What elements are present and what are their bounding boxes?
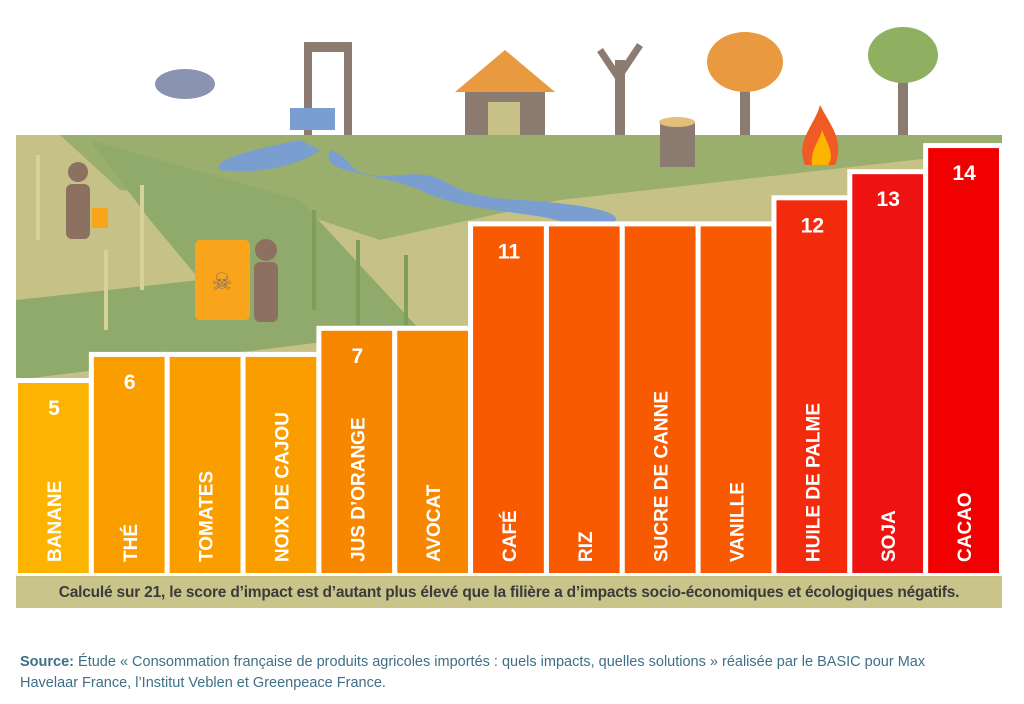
category-label: SUCRE DE CANNE xyxy=(652,391,673,562)
bar xyxy=(18,383,89,573)
bar xyxy=(700,226,772,573)
svg-text:☠: ☠ xyxy=(211,269,233,296)
value-label: 13 xyxy=(877,188,900,211)
bar xyxy=(852,174,924,573)
source-label: Source: xyxy=(20,654,74,670)
dead-tree-icon xyxy=(597,43,643,135)
bar xyxy=(776,200,848,574)
bars: 5 BANANE 6 THÉ TOMATES NOIX DE CAJOU 7 JUS D’OR… xyxy=(13,143,1002,577)
chart-caption: Calculé sur 21, le score d’impact est d’… xyxy=(16,578,1002,608)
source-text: Étude « Consommation française de produi… xyxy=(20,654,926,691)
category-label: NOIX DE CAJOU xyxy=(272,412,293,562)
category-label: CAFÉ xyxy=(499,510,521,562)
category-label: VANILLE xyxy=(728,482,749,562)
bar xyxy=(928,148,999,573)
wheat-icons xyxy=(36,155,144,330)
cloud-icon xyxy=(155,69,215,99)
value-label: 14 xyxy=(952,162,976,185)
pump-icon xyxy=(290,42,352,135)
fire-icon xyxy=(802,105,839,165)
value-label: 11 xyxy=(498,240,521,263)
category-label: RIZ xyxy=(576,531,597,562)
bar xyxy=(397,330,469,573)
category-label: CACAO xyxy=(955,492,976,562)
bar xyxy=(93,356,165,573)
farmer-icon xyxy=(66,162,108,239)
category-label: TOMATES xyxy=(197,471,218,562)
stump-icon xyxy=(659,117,695,167)
category-label: JUS D’ORANGE xyxy=(348,417,369,562)
bar xyxy=(624,226,696,573)
bar xyxy=(548,226,620,573)
bar xyxy=(169,356,241,573)
value-label: 7 xyxy=(351,345,363,368)
autumn-tree-icon xyxy=(707,32,783,135)
bar xyxy=(321,330,393,573)
category-label: THÉ xyxy=(120,524,142,562)
category-label: BANANE xyxy=(45,481,66,562)
category-label: AVOCAT xyxy=(424,484,445,562)
green-tree-icon xyxy=(868,27,938,135)
pesticide-sprayer-icon: ☠ xyxy=(195,239,278,322)
value-label: 12 xyxy=(801,214,824,237)
bar xyxy=(473,226,544,573)
bar xyxy=(245,356,317,573)
source-note: Source: Étude « Consommation française d… xyxy=(20,652,980,694)
category-label: HUILE DE PALME xyxy=(803,403,824,562)
category-label: SOJA xyxy=(879,510,900,562)
value-label: 5 xyxy=(48,397,60,420)
value-label: 6 xyxy=(124,371,136,394)
hut-icon xyxy=(455,50,555,135)
